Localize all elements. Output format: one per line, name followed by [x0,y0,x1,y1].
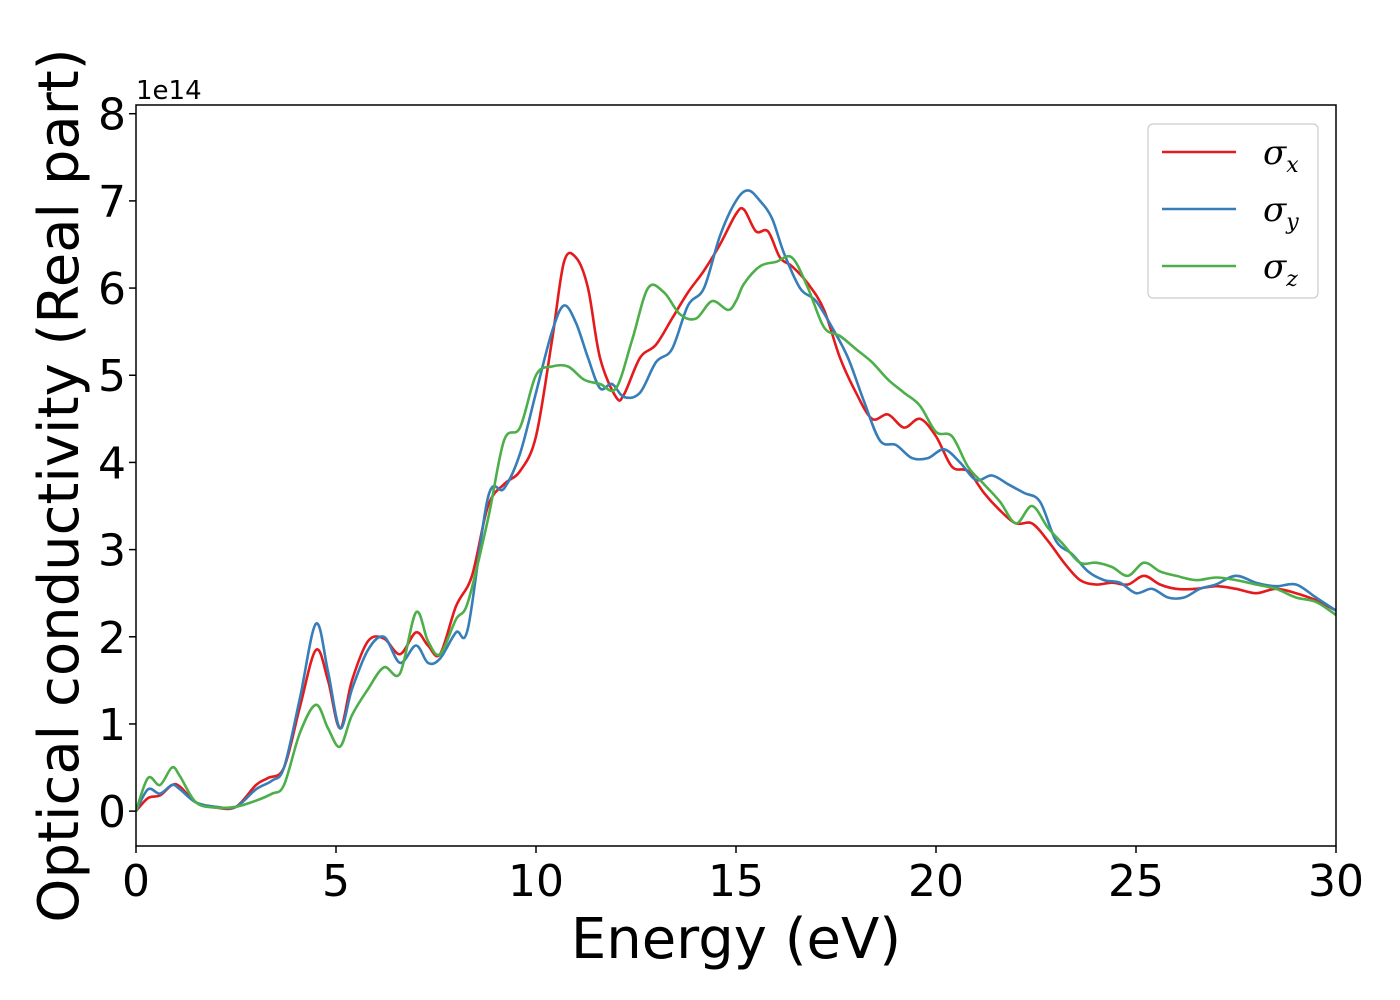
series-line-z [136,254,1336,812]
legend-label-x: σx [1263,133,1299,178]
series-line-x [136,206,1336,812]
y-axis-label: Optical conductivity (Real part) [27,48,92,922]
x-tick-label: 15 [708,856,764,907]
y-tick-label: 1 [98,700,126,751]
y-tick-label: 3 [98,526,126,577]
y-tick-label: 4 [98,438,126,489]
legend: σx σy σz [1147,123,1319,299]
y-tick-label: 5 [98,351,126,402]
legend-box [1147,123,1319,299]
y-tick-label: 8 [98,90,126,141]
legend-label-y: σy [1263,190,1299,235]
series-line-y [136,189,1336,812]
y-tick-label: 2 [98,613,126,664]
y-axis: 0 1 2 3 4 5 6 7 8 [98,90,136,838]
x-tick-label: 0 [122,856,150,907]
x-tick-label: 20 [908,856,964,907]
y-tick-label: 6 [98,264,126,315]
y-tick-label: 7 [98,177,126,228]
series-layer [136,189,1336,812]
y-offset-label: 1e14 [136,76,202,106]
x-tick-label: 5 [322,856,350,907]
legend-label-z: σz [1263,247,1298,292]
x-tick-label: 25 [1108,856,1164,907]
x-tick-label: 10 [508,856,564,907]
x-axis-label: Energy (eV) [571,907,901,972]
y-tick-label: 0 [98,787,126,838]
x-axis: 0 5 10 15 20 25 30 [122,846,1364,907]
x-tick-label: 30 [1308,856,1364,907]
